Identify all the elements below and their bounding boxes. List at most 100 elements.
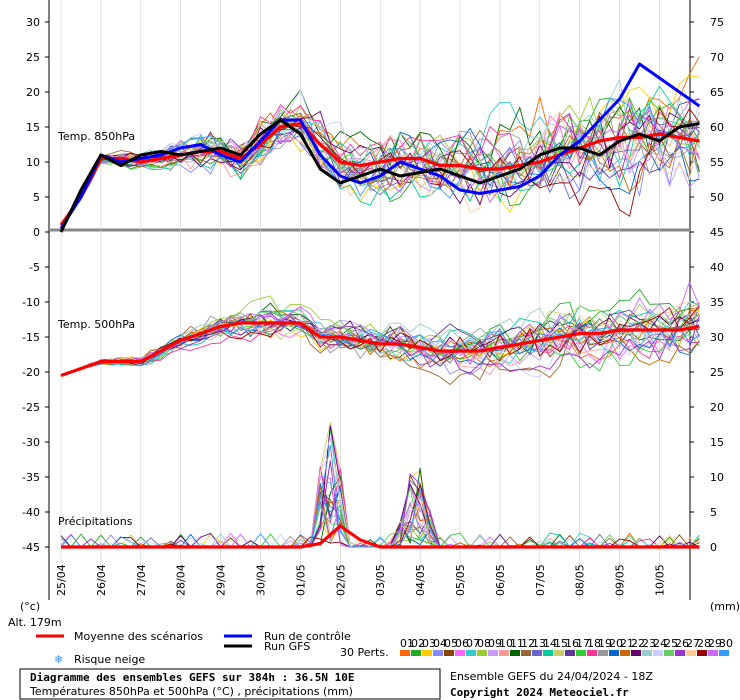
pert-swatch: [664, 650, 674, 656]
panel-label-850: Temp. 850hPa: [57, 130, 135, 143]
pert-number: 29: [708, 637, 722, 650]
pert-number: 05: [444, 637, 458, 650]
pert-swatch: [433, 650, 443, 656]
mean-line: [61, 524, 700, 549]
pert-number: 07: [466, 637, 480, 650]
member-500-line: [60, 301, 700, 376]
mean-line: [59, 121, 700, 226]
right-tick-label: 10: [710, 471, 724, 484]
right-tick-label: 50: [710, 191, 724, 204]
chart-title: Diagramme des ensembles GEFS sur 384h : …: [30, 671, 355, 684]
pert-number: 24: [653, 637, 667, 650]
pert-swatch: [543, 650, 553, 656]
x-tick-label: 06/05: [494, 564, 507, 596]
right-tick-label: 30: [710, 331, 724, 344]
pert-number: 28: [697, 637, 711, 650]
x-tick-label: 07/05: [534, 564, 547, 596]
mean-line: [60, 321, 700, 378]
right-tick-label: 0: [710, 541, 717, 554]
pert-swatch: [422, 650, 432, 656]
left-axis-ticks: 30 25 20 15 10 5 0 -5 -10 -15 -20 -25 -30 -35 -40 -45: [22, 16, 49, 554]
right-tick-label: 15: [710, 436, 724, 449]
member-500-line: [60, 305, 700, 376]
pert-swatch: [554, 650, 564, 656]
left-tick-label: -5: [29, 261, 40, 274]
x-tick-label: 08/05: [574, 564, 587, 596]
x-tick-label: 26/04: [95, 564, 108, 596]
left-tick-label: 30: [26, 16, 40, 29]
legend-gfs-label: Run GFS: [264, 640, 310, 653]
pert-number: 08: [477, 637, 491, 650]
pert-swatch: [521, 650, 531, 656]
member-850-line: [60, 89, 700, 226]
x-tick-label: 01/05: [294, 564, 307, 596]
perturbation-legend: 0102030405060708091011121314151617181920…: [400, 637, 733, 656]
pert-swatch: [576, 650, 586, 656]
left-tick-label: -25: [22, 401, 40, 414]
right-tick-label: 75: [710, 16, 724, 29]
left-tick-label: 25: [26, 51, 40, 64]
pert-number: 02: [411, 637, 425, 650]
right-tick-label: 65: [710, 86, 724, 99]
left-tick-label: -40: [22, 506, 40, 519]
pert-swatch: [642, 650, 652, 656]
pert-swatch: [565, 650, 575, 656]
member-850-line: [60, 97, 700, 226]
pert-number: 27: [686, 637, 700, 650]
main-series: [59, 62, 701, 549]
pert-number: 17: [576, 637, 590, 650]
right-tick-label: 40: [710, 261, 724, 274]
x-axis-ticks: 25/04 26/04 27/04 28/04 29/04 30/04 01/05 02/05…: [55, 564, 667, 596]
pert-number: 22: [631, 637, 645, 650]
left-tick-label: -15: [22, 331, 40, 344]
member-850-line: [60, 78, 700, 226]
pert-number: 10: [499, 637, 513, 650]
legend-mean-label: Moyenne des scénarios: [74, 630, 203, 643]
right-tick-label: 25: [710, 366, 724, 379]
right-tick-label: 35: [710, 296, 724, 309]
left-tick-label: 10: [26, 156, 40, 169]
pert-swatch: [532, 650, 542, 656]
pert-swatch: [620, 650, 630, 656]
pert-swatch: [719, 650, 729, 656]
pert-swatch: [675, 650, 685, 656]
left-tick-label: -10: [22, 296, 40, 309]
left-tick-label: -35: [22, 471, 40, 484]
pert-swatch: [444, 650, 454, 656]
pert-number: 03: [422, 637, 436, 650]
pert-swatch: [466, 650, 476, 656]
left-tick-label: 5: [33, 191, 40, 204]
x-tick-label: 03/05: [374, 564, 387, 596]
pert-swatch: [609, 650, 619, 656]
left-tick-label: 15: [26, 121, 40, 134]
pert-number: 23: [642, 637, 656, 650]
right-tick-label: 20: [710, 401, 724, 414]
legend-control-label: Run de contrôle: [264, 630, 351, 643]
x-tick-label: 25/04: [55, 564, 68, 596]
altitude-label: Alt. 179m: [8, 616, 62, 629]
x-tick-label: 30/04: [255, 564, 268, 596]
x-tick-label: 02/05: [334, 564, 347, 596]
pert-number: 09: [488, 637, 502, 650]
title-box: [19, 668, 441, 700]
pert-swatch: [653, 650, 663, 656]
legend-snow-label: Risque neige: [74, 653, 145, 666]
pert-swatch: [697, 650, 707, 656]
left-tick-label: -45: [22, 541, 40, 554]
x-tick-label: 28/04: [175, 564, 188, 596]
right-tick-label: 5: [710, 506, 717, 519]
copyright: Copyright 2024 Meteociel.fr: [450, 686, 629, 699]
right-unit-label: (mm): [710, 600, 740, 613]
chart-subtitle: Températures 850hPa et 500hPa (°C) , pré…: [29, 685, 353, 698]
left-tick-label: 20: [26, 86, 40, 99]
pert-swatch: [587, 650, 597, 656]
pert-number: 13: [532, 637, 546, 650]
pert-number: 21: [620, 637, 634, 650]
x-tick-label: 04/05: [414, 564, 427, 596]
pert-number: 14: [543, 637, 557, 650]
pert-swatch: [598, 650, 608, 656]
pert-swatch: [686, 650, 696, 656]
x-tick-label: 09/05: [614, 564, 627, 596]
right-tick-label: 55: [710, 156, 724, 169]
run-info: Ensemble GEFS du 24/04/2024 - 18Z: [450, 670, 653, 683]
